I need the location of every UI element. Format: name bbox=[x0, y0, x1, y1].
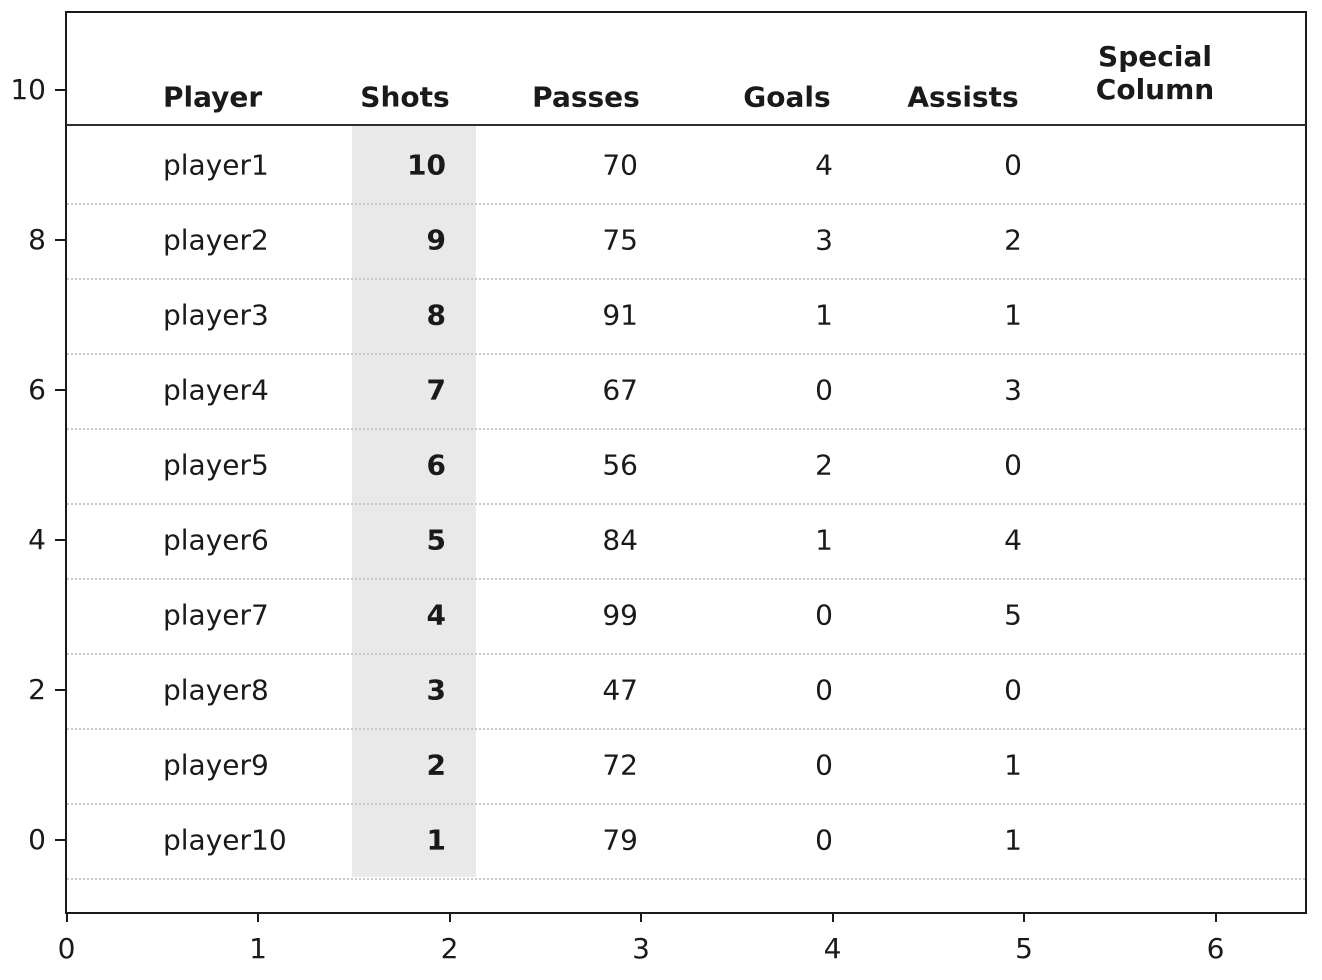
y-tick-label: 2 bbox=[28, 673, 46, 706]
y-tick-label: 0 bbox=[28, 823, 46, 856]
cell-shots: 3 bbox=[426, 673, 446, 707]
x-tick-label: 3 bbox=[632, 932, 650, 965]
cell-shots: 1 bbox=[426, 823, 446, 857]
cell-assists: 4 bbox=[1004, 523, 1022, 557]
cell-passes: 91 bbox=[602, 298, 638, 332]
cell-assists: 1 bbox=[1004, 823, 1022, 857]
cell-passes: 67 bbox=[602, 373, 638, 407]
cell-player: player3 bbox=[163, 298, 269, 332]
grid-dotted-line bbox=[67, 277, 1305, 280]
cell-shots: 2 bbox=[426, 748, 446, 782]
cell-goals: 2 bbox=[815, 448, 833, 482]
y-tick-label: 10 bbox=[10, 73, 46, 106]
column-header-shots: Shots bbox=[360, 80, 450, 114]
cell-assists: 0 bbox=[1004, 148, 1022, 182]
grid-dotted-line bbox=[67, 352, 1305, 355]
cell-goals: 0 bbox=[815, 748, 833, 782]
cell-shots: 4 bbox=[426, 598, 446, 632]
cell-passes: 99 bbox=[602, 598, 638, 632]
x-tick-mark bbox=[65, 912, 68, 922]
cell-assists: 2 bbox=[1004, 223, 1022, 257]
column-header-player: Player bbox=[163, 80, 263, 114]
header-separator-line bbox=[66, 124, 1306, 126]
cell-goals: 3 bbox=[815, 223, 833, 257]
x-tick-label: 1 bbox=[249, 932, 267, 965]
cell-passes: 75 bbox=[602, 223, 638, 257]
cell-goals: 0 bbox=[815, 373, 833, 407]
y-tick-mark bbox=[55, 839, 65, 841]
column-header-special-column: Special Column bbox=[1095, 40, 1215, 106]
cell-shots: 6 bbox=[426, 448, 446, 482]
cell-passes: 47 bbox=[602, 673, 638, 707]
cell-player: player10 bbox=[163, 823, 287, 857]
cell-passes: 84 bbox=[602, 523, 638, 557]
cell-shots: 7 bbox=[426, 373, 446, 407]
y-tick-mark bbox=[55, 89, 65, 91]
cell-goals: 0 bbox=[815, 598, 833, 632]
cell-assists: 1 bbox=[1004, 298, 1022, 332]
y-tick-mark bbox=[55, 539, 65, 541]
grid-dotted-line bbox=[67, 427, 1305, 430]
cell-assists: 5 bbox=[1004, 598, 1022, 632]
y-tick-mark bbox=[55, 239, 65, 241]
x-tick-label: 6 bbox=[1206, 932, 1225, 965]
cell-goals: 4 bbox=[815, 148, 833, 182]
x-tick-mark bbox=[640, 912, 642, 922]
grid-dotted-line bbox=[67, 802, 1305, 805]
cell-passes: 70 bbox=[602, 148, 638, 182]
cell-goals: 0 bbox=[815, 823, 833, 857]
x-tick-label: 4 bbox=[823, 932, 842, 965]
cell-passes: 72 bbox=[602, 748, 638, 782]
grid-dotted-line bbox=[67, 877, 1305, 880]
cell-player: player1 bbox=[163, 148, 269, 182]
plot-frame bbox=[65, 11, 1307, 914]
cell-shots: 8 bbox=[426, 298, 446, 332]
x-tick-mark bbox=[831, 912, 834, 922]
cell-shots: 9 bbox=[426, 223, 446, 257]
x-tick-mark bbox=[1214, 912, 1217, 922]
cell-shots: 5 bbox=[426, 523, 446, 557]
column-header-goals: Goals bbox=[743, 80, 831, 114]
cell-player: player8 bbox=[163, 673, 269, 707]
cell-goals: 1 bbox=[815, 298, 833, 332]
cell-player: player4 bbox=[163, 373, 269, 407]
y-tick-label: 4 bbox=[28, 523, 46, 556]
cell-assists: 1 bbox=[1004, 748, 1022, 782]
grid-dotted-line bbox=[67, 202, 1305, 205]
column-header-assists: Assists bbox=[907, 80, 1019, 114]
grid-dotted-line bbox=[67, 652, 1305, 655]
shots-column-highlight-band bbox=[352, 125, 476, 877]
cell-player: player6 bbox=[163, 523, 269, 557]
x-tick-label: 0 bbox=[57, 932, 76, 965]
cell-player: player7 bbox=[163, 598, 269, 632]
x-tick-mark bbox=[257, 912, 259, 922]
cell-passes: 79 bbox=[602, 823, 638, 857]
y-tick-mark bbox=[55, 389, 65, 391]
cell-passes: 56 bbox=[602, 448, 638, 482]
y-tick-mark bbox=[55, 689, 65, 691]
cell-player: player5 bbox=[163, 448, 269, 482]
y-tick-label: 8 bbox=[28, 223, 46, 256]
column-header-passes: Passes bbox=[532, 80, 640, 114]
x-tick-label: 2 bbox=[440, 932, 459, 965]
cell-goals: 1 bbox=[815, 523, 833, 557]
grid-dotted-line bbox=[67, 502, 1305, 505]
x-tick-mark bbox=[1023, 912, 1025, 922]
cell-assists: 0 bbox=[1004, 673, 1022, 707]
cell-shots: 10 bbox=[407, 148, 446, 182]
cell-goals: 0 bbox=[815, 673, 833, 707]
cell-player: player9 bbox=[163, 748, 269, 782]
cell-assists: 3 bbox=[1004, 373, 1022, 407]
cell-player: player2 bbox=[163, 223, 269, 257]
grid-dotted-line bbox=[67, 577, 1305, 580]
y-tick-label: 6 bbox=[28, 373, 46, 406]
grid-dotted-line bbox=[67, 727, 1305, 730]
x-tick-mark bbox=[448, 912, 451, 922]
cell-assists: 0 bbox=[1004, 448, 1022, 482]
x-tick-label: 5 bbox=[1015, 932, 1033, 965]
